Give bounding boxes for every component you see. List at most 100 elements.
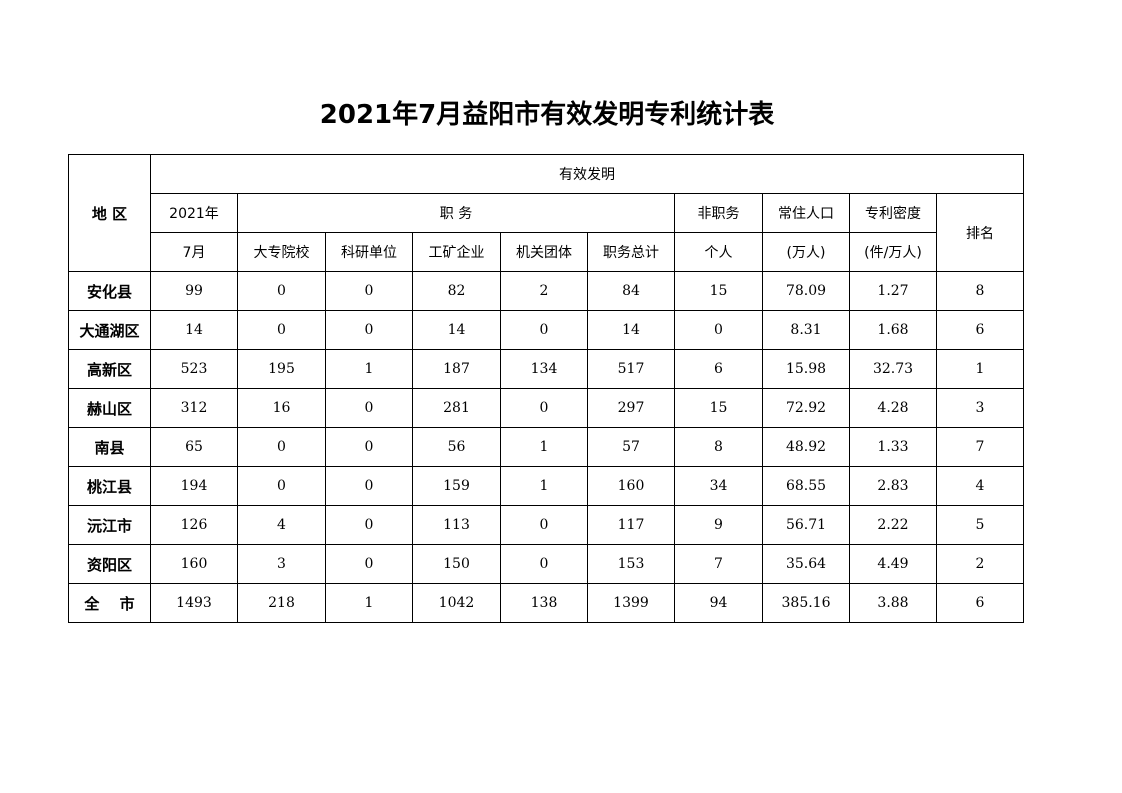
table-cell: 0 [237, 310, 326, 350]
table-cell: 1493 [150, 583, 238, 623]
table-cell: 7 [674, 544, 763, 584]
table-cell: 134 [500, 349, 588, 389]
table-cell: 1.68 [849, 310, 937, 350]
patent-table: 地 区 有效发明 2021年 职 务 非职务 常住人口 专利密度 排名 7月 大… [68, 154, 1024, 623]
header-row-3: 7月 大专院校 科研单位 工矿企业 机关团体 职务总计 个人 (万人) (件/万… [69, 232, 1024, 272]
table-cell: 72.92 [762, 388, 850, 428]
table-cell: 312 [150, 388, 238, 428]
table-cell: 14 [412, 310, 501, 350]
table-cell: 14 [587, 310, 675, 350]
table-cell: 2 [500, 271, 588, 311]
table-cell: 14 [150, 310, 238, 350]
table-cell: 0 [237, 271, 326, 311]
region-name: 全 市 [68, 583, 151, 623]
table-cell: 0 [325, 271, 413, 311]
table-cell: 32.73 [849, 349, 937, 389]
table-cell: 48.92 [762, 427, 850, 467]
table-cell: 194 [150, 466, 238, 506]
table-cell: 3 [237, 544, 326, 584]
table-cell: 0 [500, 310, 588, 350]
table-cell: 523 [150, 349, 238, 389]
table-cell: 297 [587, 388, 675, 428]
table-cell: 0 [325, 310, 413, 350]
header-density: 专利密度 [849, 193, 937, 233]
table-cell: 9 [674, 505, 763, 545]
table-cell: 94 [674, 583, 763, 623]
table-cell: 78.09 [762, 271, 850, 311]
table-cell: 0 [325, 388, 413, 428]
region-name: 南县 [68, 427, 151, 467]
table-cell: 35.64 [762, 544, 850, 584]
table-cell: 113 [412, 505, 501, 545]
table-cell: 385.16 [762, 583, 850, 623]
table-cell: 0 [325, 544, 413, 584]
table-cell: 82 [412, 271, 501, 311]
table-cell: 8 [936, 271, 1024, 311]
table-cell: 1 [936, 349, 1024, 389]
table-cell: 56 [412, 427, 501, 467]
header-sub: 工矿企业 [412, 232, 501, 272]
table-cell: 0 [325, 505, 413, 545]
table-cell: 4.49 [849, 544, 937, 584]
table-cell: 2.22 [849, 505, 937, 545]
table-cell: 160 [150, 544, 238, 584]
table-cell: 153 [587, 544, 675, 584]
header-population: 常住人口 [762, 193, 850, 233]
table-cell: 0 [325, 427, 413, 467]
table-row: 高新区 523 195 1 187 134 517 6 15.98 32.73 1 [68, 349, 1024, 389]
region-name: 大通湖区 [68, 310, 151, 350]
region-name: 资阳区 [68, 544, 151, 584]
table-cell: 0 [674, 310, 763, 350]
header-year: 2021年 [150, 193, 238, 233]
header-row-2: 2021年 职 务 非职务 常住人口 专利密度 排名 [69, 193, 1024, 272]
header-region: 地 区 [68, 154, 151, 272]
table-cell: 8 [674, 427, 763, 467]
header-density-unit: (件/万人) [849, 232, 937, 272]
table-cell: 1 [500, 466, 588, 506]
table-cell: 126 [150, 505, 238, 545]
table-cell: 8.31 [762, 310, 850, 350]
table-cell: 5 [936, 505, 1024, 545]
table-cell: 1.33 [849, 427, 937, 467]
table-cell: 84 [587, 271, 675, 311]
region-name: 沅江市 [68, 505, 151, 545]
header-nonservice: 非职务 [674, 193, 763, 233]
table-cell: 15 [674, 271, 763, 311]
table-cell: 2.83 [849, 466, 937, 506]
table-row: 安化县 99 0 0 82 2 84 15 78.09 1.27 8 [68, 271, 1024, 311]
table-cell: 4 [936, 466, 1024, 506]
table-cell: 0 [237, 427, 326, 467]
table-cell: 3 [936, 388, 1024, 428]
table-cell: 0 [500, 388, 588, 428]
table-cell: 517 [587, 349, 675, 389]
region-name: 桃江县 [68, 466, 151, 506]
table-cell: 65 [150, 427, 238, 467]
table-row: 赫山区 312 16 0 281 0 297 15 72.92 4.28 3 [68, 388, 1024, 428]
table-cell: 6 [936, 310, 1024, 350]
table-cell: 1 [325, 583, 413, 623]
header-sub: 科研单位 [325, 232, 413, 272]
table-cell: 187 [412, 349, 501, 389]
table-cell: 218 [237, 583, 326, 623]
table-row: 全 市 1493 218 1 1042 138 1399 94 385.16 3.88 6 [68, 583, 1024, 623]
table-cell: 1 [500, 427, 588, 467]
table-cell: 159 [412, 466, 501, 506]
table-cell: 6 [936, 583, 1024, 623]
header-sub: 机关团体 [500, 232, 588, 272]
table-cell: 3.88 [849, 583, 937, 623]
page-title: 2021年7月益阳市有效发明专利统计表 [319, 100, 775, 130]
table-cell: 6 [674, 349, 763, 389]
table-cell: 1042 [412, 583, 501, 623]
table-cell: 117 [587, 505, 675, 545]
table-cell: 4.28 [849, 388, 937, 428]
header-sub: 大专院校 [237, 232, 326, 272]
table-cell: 7 [936, 427, 1024, 467]
table-cell: 138 [500, 583, 588, 623]
header-row-1: 地 区 有效发明 [68, 154, 1024, 272]
table-cell: 1 [325, 349, 413, 389]
table-cell: 1399 [587, 583, 675, 623]
table-cell: 0 [325, 466, 413, 506]
table-cell: 2 [936, 544, 1024, 584]
table-cell: 4 [237, 505, 326, 545]
table-row: 沅江市 126 4 0 113 0 117 9 56.71 2.22 5 [68, 505, 1024, 545]
